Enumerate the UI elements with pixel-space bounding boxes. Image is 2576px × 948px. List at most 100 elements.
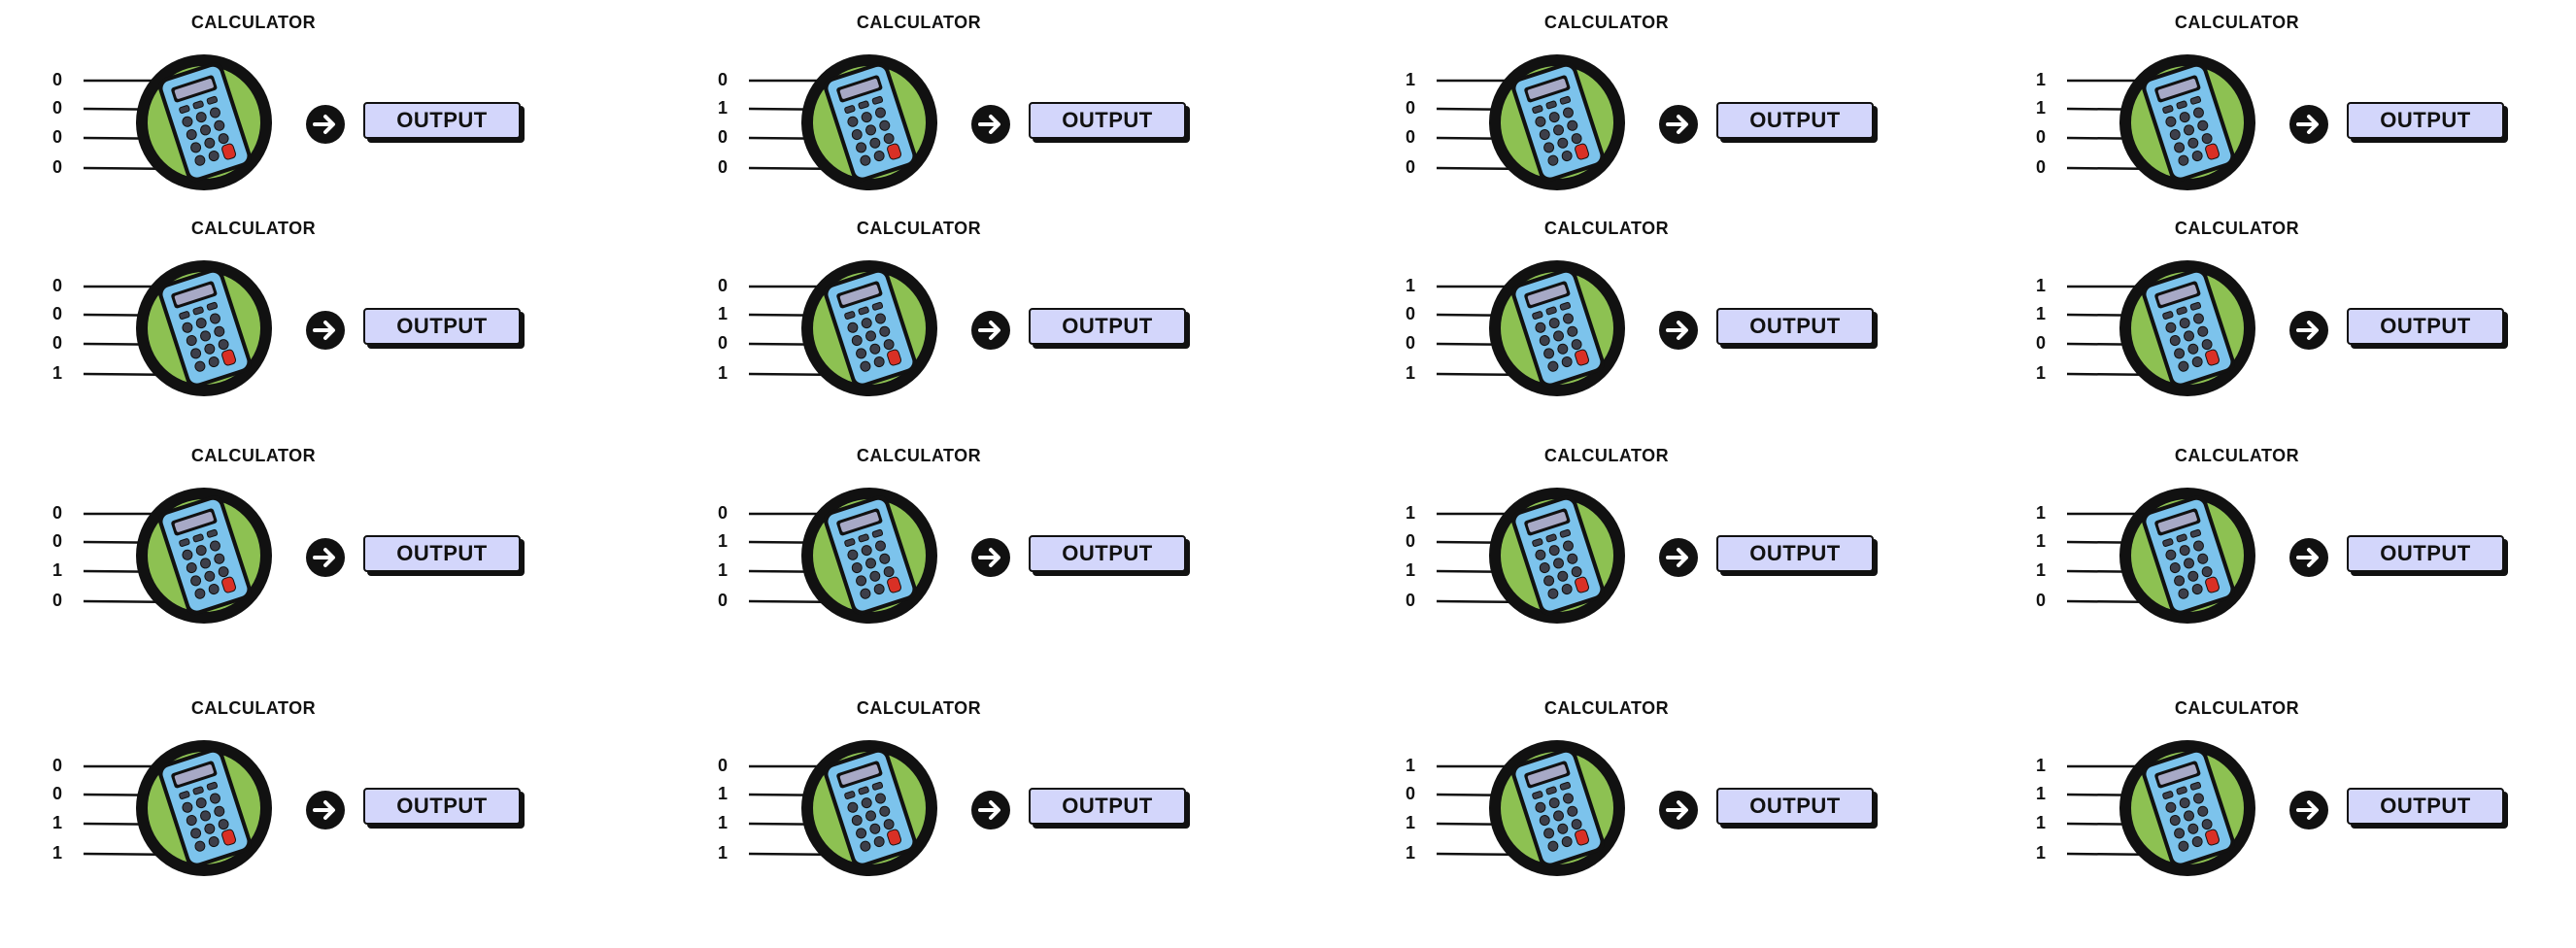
calculator-icon [797, 256, 941, 400]
arrow-right-circle-icon [305, 104, 346, 145]
arrow-right-circle-icon [1658, 310, 1699, 351]
input-bit: 1 [51, 560, 62, 580]
input-bit: 1 [717, 784, 728, 803]
calculator-unit: CALCULATOR 0 1 0 1 OUTPUT [665, 206, 1209, 429]
calculator-icon [132, 736, 276, 880]
calculator-icon [132, 484, 276, 627]
output-box: OUTPUT [1716, 102, 1874, 139]
input-bit: 0 [51, 157, 62, 177]
input-bit: 1 [2035, 784, 2046, 803]
calculator-icon [2116, 736, 2259, 880]
input-bit: 1 [1405, 503, 1415, 523]
input-bit: 1 [2035, 813, 2046, 832]
input-bit: 0 [717, 333, 728, 353]
calculator-title: CALCULATOR [856, 13, 982, 32]
calculator-title: CALCULATOR [1543, 219, 1670, 238]
arrow-right-circle-icon [970, 310, 1011, 351]
input-bit: 1 [1405, 70, 1415, 89]
input-bit: 1 [2035, 756, 2046, 775]
input-bit: 1 [1405, 813, 1415, 832]
calculator-unit: CALCULATOR 0 0 1 1 OUTPUT [0, 686, 544, 909]
input-bit: 0 [1405, 127, 1415, 147]
input-bit: 0 [717, 157, 728, 177]
output-box: OUTPUT [1716, 308, 1874, 345]
calculator-unit: CALCULATOR 1 1 0 0 OUTPUT [1983, 0, 2527, 223]
arrow-right-circle-icon [970, 537, 1011, 578]
input-bit: 0 [1405, 98, 1415, 118]
calculator-title: CALCULATOR [2174, 446, 2300, 465]
calculator-unit: CALCULATOR 1 0 0 0 OUTPUT [1353, 0, 1897, 223]
calculator-title: CALCULATOR [190, 446, 317, 465]
output-box: OUTPUT [2347, 102, 2504, 139]
input-bit: 1 [2035, 531, 2046, 551]
input-bit: 0 [51, 98, 62, 118]
calculator-unit: CALCULATOR 0 0 0 1 OUTPUT [0, 206, 544, 429]
calculator-icon [1485, 484, 1629, 627]
input-bit: 0 [2035, 333, 2046, 353]
input-bit: 1 [1405, 843, 1415, 863]
input-bit: 1 [1405, 276, 1415, 295]
calculator-icon [1485, 51, 1629, 194]
calculator-unit: CALCULATOR 0 0 1 0 OUTPUT [0, 433, 544, 657]
input-bit: 1 [2035, 98, 2046, 118]
input-bit: 0 [717, 276, 728, 295]
input-bit: 0 [51, 304, 62, 323]
calculator-icon [132, 256, 276, 400]
input-bit: 0 [717, 756, 728, 775]
calculator-icon [132, 51, 276, 194]
calculator-title: CALCULATOR [2174, 219, 2300, 238]
input-bit: 0 [1405, 304, 1415, 323]
input-bit: 0 [1405, 333, 1415, 353]
arrow-right-circle-icon [305, 310, 346, 351]
calculator-title: CALCULATOR [190, 698, 317, 718]
input-bit: 1 [717, 363, 728, 383]
output-box: OUTPUT [2347, 788, 2504, 825]
input-bit: 1 [717, 98, 728, 118]
input-bit: 0 [717, 127, 728, 147]
calculator-title: CALCULATOR [856, 219, 982, 238]
calculator-title: CALCULATOR [1543, 698, 1670, 718]
calculator-unit: CALCULATOR 0 0 0 0 OUTPUT [0, 0, 544, 223]
calculator-unit: CALCULATOR 1 1 0 1 OUTPUT [1983, 206, 2527, 429]
arrow-right-circle-icon [1658, 104, 1699, 145]
calculator-title: CALCULATOR [2174, 698, 2300, 718]
input-bit: 0 [1405, 157, 1415, 177]
calculator-unit: CALCULATOR 1 1 1 0 OUTPUT [1983, 433, 2527, 657]
arrow-right-circle-icon [305, 537, 346, 578]
output-box: OUTPUT [363, 788, 521, 825]
calculator-title: CALCULATOR [1543, 13, 1670, 32]
input-bit: 0 [1405, 591, 1415, 610]
output-box: OUTPUT [2347, 535, 2504, 572]
output-box: OUTPUT [1029, 535, 1186, 572]
input-bit: 0 [717, 503, 728, 523]
calculator-icon [2116, 484, 2259, 627]
calculator-unit: CALCULATOR 1 0 1 0 OUTPUT [1353, 433, 1897, 657]
input-bit: 1 [2035, 503, 2046, 523]
calculator-title: CALCULATOR [190, 219, 317, 238]
arrow-right-circle-icon [1658, 790, 1699, 830]
input-bit: 1 [717, 304, 728, 323]
input-bit: 1 [51, 813, 62, 832]
calculator-unit: CALCULATOR 1 0 1 1 OUTPUT [1353, 686, 1897, 909]
input-bit: 0 [1405, 531, 1415, 551]
arrow-right-circle-icon [2288, 310, 2329, 351]
output-box: OUTPUT [1029, 308, 1186, 345]
input-bit: 0 [51, 784, 62, 803]
input-bit: 1 [2035, 843, 2046, 863]
input-bit: 0 [51, 503, 62, 523]
calculator-unit: CALCULATOR 0 1 1 1 OUTPUT [665, 686, 1209, 909]
input-bit: 1 [51, 843, 62, 863]
input-bit: 1 [1405, 756, 1415, 775]
input-bit: 1 [2035, 363, 2046, 383]
input-bit: 1 [51, 363, 62, 383]
input-bit: 0 [51, 70, 62, 89]
calculator-title: CALCULATOR [856, 446, 982, 465]
input-bit: 0 [51, 333, 62, 353]
input-bit: 0 [51, 591, 62, 610]
calculator-icon [797, 484, 941, 627]
calculator-title: CALCULATOR [2174, 13, 2300, 32]
calculator-title: CALCULATOR [1543, 446, 1670, 465]
arrow-right-circle-icon [2288, 790, 2329, 830]
output-box: OUTPUT [363, 102, 521, 139]
input-bit: 1 [1405, 560, 1415, 580]
